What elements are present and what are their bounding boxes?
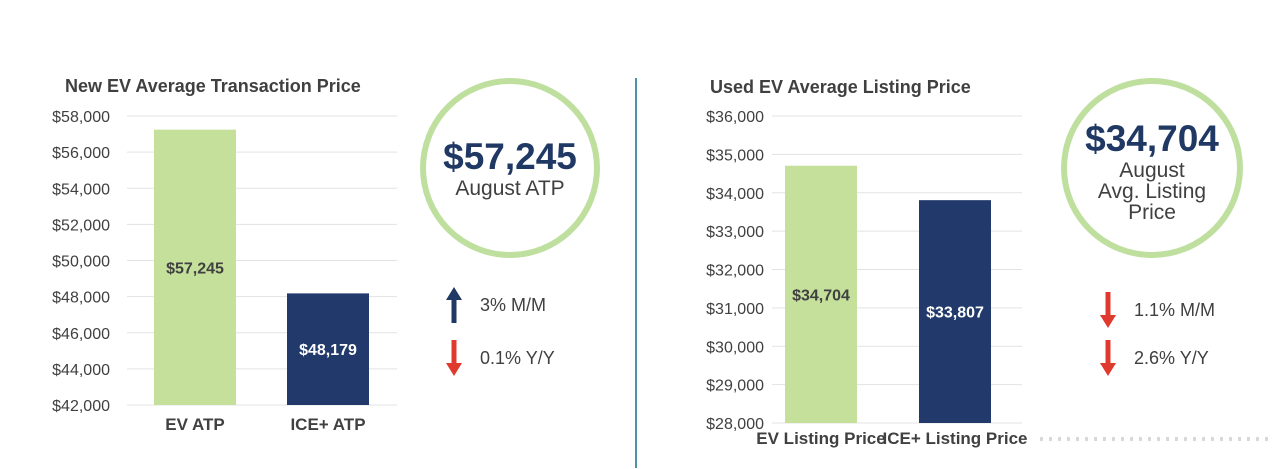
chart-title: New EV Average Transaction Price [65, 76, 361, 96]
bubble-label-line3: Price [1128, 201, 1176, 224]
category-label: ICE+ Listing Price [882, 429, 1027, 448]
bubble-label: August ATP [455, 177, 565, 200]
bar [919, 200, 991, 423]
change-text: 1.1% M/M [1134, 299, 1216, 320]
data-label: $34,704 [792, 287, 850, 304]
left-change-yy: 0.1% Y/Y [446, 340, 555, 376]
data-label: $48,179 [299, 342, 357, 359]
y-tick-label: $30,000 [706, 339, 764, 356]
new-ev-panel: New EV Average Transaction Price $42,000… [0, 0, 630, 469]
edge-fade-dots [1040, 437, 1270, 441]
y-tick-label: $50,000 [52, 254, 110, 271]
y-tick-label: $48,000 [52, 290, 110, 307]
new-ev-atp-chart: $42,000 $44,000 $46,000 $48,000 $50,000 $52,0… [52, 109, 397, 434]
down-arrow-icon [1100, 292, 1116, 328]
up-arrow-icon [446, 287, 462, 323]
change-text: 3% M/M [480, 294, 547, 315]
change-text: 0.1% Y/Y [480, 347, 555, 368]
y-tick-label: $36,000 [706, 109, 764, 126]
data-label: $57,245 [166, 260, 224, 277]
bubble-value: $34,704 [1085, 118, 1219, 159]
bubble-value: $57,245 [443, 136, 577, 177]
category-label: ICE+ ATP [290, 415, 365, 434]
down-arrow-icon [1100, 340, 1116, 376]
y-tick-label: $46,000 [52, 326, 110, 343]
panel-divider [635, 78, 637, 468]
data-label: $33,807 [926, 305, 984, 322]
y-tick-label: $42,000 [52, 398, 110, 415]
y-tick-label: $32,000 [706, 263, 764, 280]
used-ev-listing-chart: $28,000 $29,000 $30,000 $31,000 $32,000 $33,0… [706, 109, 1027, 448]
y-tick-label: $34,000 [706, 186, 764, 203]
bar [154, 129, 236, 405]
category-label: EV ATP [165, 415, 225, 434]
y-tick-label: $31,000 [706, 301, 764, 318]
bar [785, 165, 857, 423]
y-tick-label: $56,000 [52, 145, 110, 162]
august-atp-bubble: $57,245 August ATP [420, 78, 600, 258]
bubble-label-line1: August [1119, 159, 1185, 182]
chart-title: Used EV Average Listing Price [710, 77, 971, 97]
used-ev-panel: Used EV Average Listing Price $28,000 $29… [640, 0, 1280, 469]
y-tick-label: $28,000 [706, 416, 764, 433]
y-tick-label: $52,000 [52, 217, 110, 234]
y-tick-label: $29,000 [706, 378, 764, 395]
change-text: 2.6% Y/Y [1134, 347, 1209, 368]
y-tick-label: $54,000 [52, 181, 110, 198]
y-tick-label: $58,000 [52, 109, 110, 126]
bubble-label-line2: Avg. Listing [1097, 180, 1207, 203]
down-arrow-icon [446, 340, 462, 376]
category-label: EV Listing Price [756, 429, 885, 448]
august-listing-bubble: $34,704 August Avg. Listing Price [1061, 78, 1243, 258]
right-change-mm: 1.1% M/M [1100, 292, 1215, 328]
right-change-yy: 2.6% Y/Y [1100, 340, 1209, 376]
left-change-mm: 3% M/M [446, 287, 546, 323]
y-tick-label: $35,000 [706, 147, 764, 164]
y-tick-label: $33,000 [706, 224, 764, 241]
y-tick-label: $44,000 [52, 362, 110, 379]
bar [287, 293, 369, 405]
